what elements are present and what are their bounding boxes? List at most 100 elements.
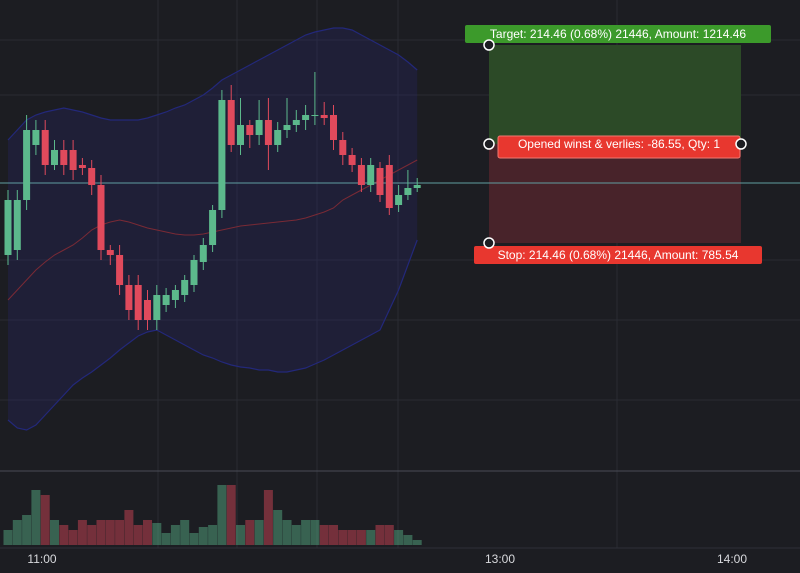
volume-bar [217, 485, 227, 545]
volume-bar [68, 530, 78, 545]
volume-bar [319, 525, 329, 545]
candle-body [199, 245, 207, 262]
candle-body [264, 120, 272, 145]
candle-body [376, 168, 384, 195]
drag-handle [483, 237, 495, 249]
volume-bar [263, 490, 273, 545]
volume-bar [329, 525, 338, 545]
candle-body [237, 125, 244, 145]
drag-handle [483, 39, 495, 51]
volume-bar [273, 510, 283, 545]
candle-body [125, 285, 133, 310]
pnl-label: Opened winst & verlies: -86.55, Qty: 1 [518, 137, 720, 151]
drag-handle [483, 138, 495, 150]
volume-bar [208, 525, 218, 545]
candle-body [97, 185, 105, 250]
volume-bar [96, 520, 106, 545]
candle-body [190, 260, 198, 285]
candle-body [106, 250, 114, 255]
grid [0, 0, 800, 548]
volume-bar [366, 530, 376, 545]
volume-bar [282, 520, 292, 545]
volume-bar [31, 490, 41, 545]
volume-bar [87, 525, 97, 545]
volume-bar [403, 535, 413, 545]
candle-body [171, 290, 179, 300]
volume-bar [347, 530, 357, 545]
volume-bar [375, 525, 385, 545]
volume-bar [291, 525, 301, 545]
volume-bar [161, 533, 171, 545]
candle-body [153, 295, 161, 320]
volume-bar [50, 520, 59, 545]
volume-bar [12, 520, 22, 545]
volume-bar [143, 520, 152, 545]
volume-bar [105, 520, 115, 545]
volume-bar [226, 485, 236, 545]
candle-body [23, 130, 31, 200]
candle-body [255, 120, 263, 135]
candle-body [292, 120, 300, 125]
volume-bar [3, 530, 13, 545]
band-lower [7, 239, 418, 431]
candle-body [134, 285, 142, 320]
volume-bar [254, 520, 264, 545]
candle-body [330, 115, 337, 140]
candle-body [246, 125, 254, 135]
candle-body [357, 165, 365, 185]
candle-body [367, 165, 375, 185]
candle-body [395, 195, 403, 205]
target-label: Target: 214.46 (0.68%) 21446, Amount: 12… [490, 27, 747, 41]
volume-bar [59, 525, 69, 545]
target-label-bg [465, 25, 771, 43]
x-tick-label: 14:00 [717, 552, 747, 566]
stop-label-bg [474, 246, 762, 264]
candle-body [311, 115, 319, 116]
volume-bar [356, 530, 366, 545]
volume-bar [310, 520, 320, 545]
volume-bar [170, 525, 180, 545]
volume-bar [22, 515, 32, 545]
volume-bar [133, 525, 143, 545]
candle-body [274, 130, 282, 145]
volume-bar [189, 533, 199, 545]
band-upper [7, 27, 418, 141]
stop-label: Stop: 214.46 (0.68%) 21446, Amount: 785.… [498, 248, 739, 262]
x-tick-label: 11:00 [27, 552, 56, 566]
volume-bar [384, 525, 394, 545]
candle-body [348, 155, 356, 165]
candle-body [413, 185, 421, 188]
volume-bar [394, 530, 404, 545]
candle-body [78, 165, 86, 168]
candle-body [41, 130, 49, 165]
volume-bar [124, 510, 134, 545]
volume-bar [198, 527, 208, 545]
candle-body [181, 280, 189, 295]
candle-body [88, 168, 96, 185]
candle-body [302, 115, 310, 120]
drag-handle [735, 138, 747, 150]
stop-zone [489, 144, 741, 243]
target-zone [489, 45, 741, 144]
candle-body [385, 165, 393, 208]
volume-bar [301, 520, 311, 545]
volume-bar [152, 523, 162, 545]
volume-bar [115, 520, 125, 545]
candle-body [339, 140, 347, 155]
volume-bar [236, 525, 245, 545]
volume-bar [40, 495, 50, 545]
candle-body [218, 100, 226, 210]
candle-body [227, 100, 235, 145]
candle-body [60, 150, 68, 165]
candle-body [162, 295, 170, 305]
candle-body [51, 150, 58, 165]
candle-body [320, 115, 328, 118]
x-tick-label: 13:00 [485, 552, 515, 566]
candle-body [404, 188, 412, 195]
volume-bar [338, 530, 348, 545]
candle-body [116, 255, 124, 285]
volume-bar [180, 520, 190, 545]
candle-body [4, 200, 12, 255]
